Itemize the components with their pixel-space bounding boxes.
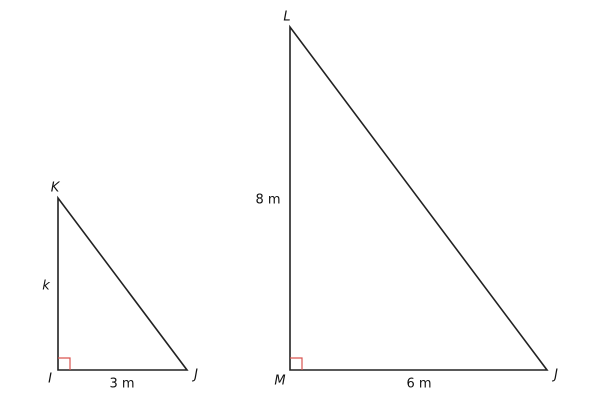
side-label: k bbox=[42, 279, 50, 294]
vertex-label: I bbox=[48, 372, 52, 387]
vertex-label: J bbox=[191, 368, 198, 383]
triangle-outline bbox=[57, 195, 189, 371]
triangle-small: K I J k 3 m bbox=[42, 181, 198, 392]
side-label: 3 m bbox=[109, 377, 134, 392]
right-angle-mark bbox=[58, 357, 71, 370]
side-label: 6 m bbox=[406, 377, 431, 392]
triangle-large: L M J 8 m 6 m bbox=[255, 10, 558, 392]
triangle-outline bbox=[289, 24, 549, 371]
side-label: 8 m bbox=[255, 193, 280, 208]
vertex-label: K bbox=[51, 181, 61, 196]
vertex-label: L bbox=[283, 10, 290, 25]
vertex-label: M bbox=[274, 374, 285, 389]
vertex-label: J bbox=[551, 368, 558, 383]
right-angle-mark bbox=[290, 357, 303, 370]
